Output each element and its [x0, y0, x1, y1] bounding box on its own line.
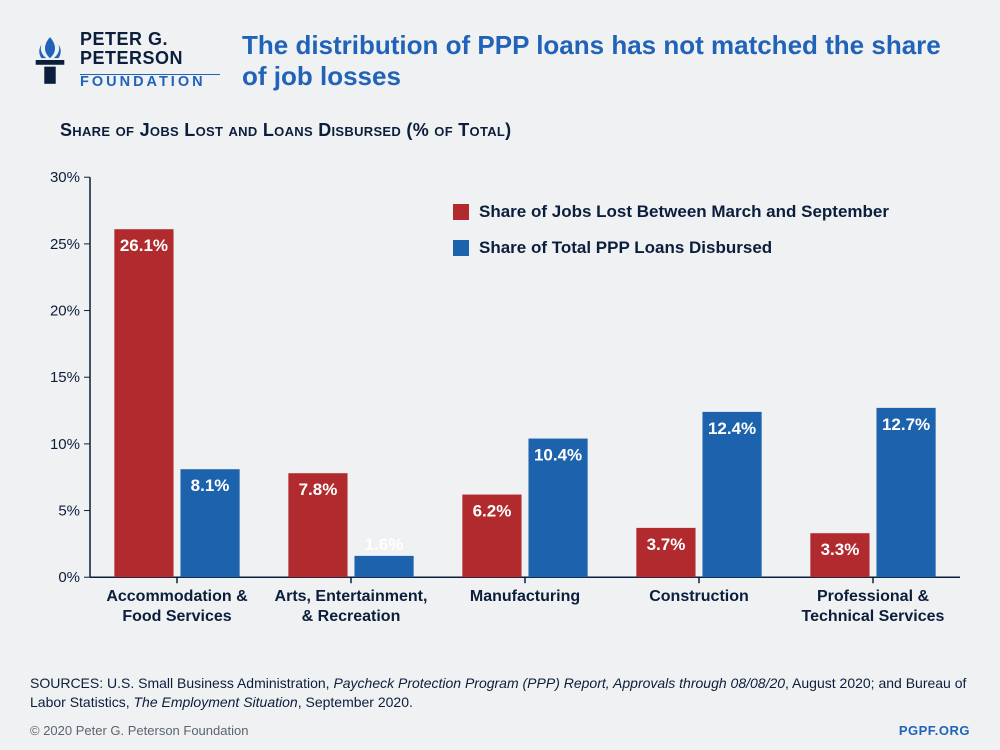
header: PETER G. PETERSON FOUNDATION The distrib…	[30, 30, 970, 92]
x-axis-label: Accommodation &	[106, 589, 248, 606]
chart-title: The distribution of PPP loans has not ma…	[242, 30, 970, 92]
svg-text:20%: 20%	[50, 303, 80, 320]
page: PETER G. PETERSON FOUNDATION The distrib…	[0, 0, 1000, 750]
legend: Share of Jobs Lost Between March and Sep…	[453, 202, 889, 274]
bar-value-label: 3.3%	[821, 541, 860, 560]
bar-value-label: 12.7%	[882, 415, 930, 434]
logo-line1: PETER G.	[80, 30, 220, 49]
logo-text: PETER G. PETERSON FOUNDATION	[80, 30, 220, 90]
logo-line2: PETERSON	[80, 49, 220, 68]
svg-text:0%: 0%	[58, 570, 80, 587]
bar	[354, 556, 413, 577]
svg-text:10%: 10%	[50, 436, 80, 453]
bar-value-label: 1.6%	[365, 535, 404, 554]
logo-line3: FOUNDATION	[80, 75, 220, 90]
torch-icon	[30, 34, 70, 86]
chart: 0% 5% 10% 15% 20% 25% 30% 26.1% 8.1% Accommodatio…	[30, 151, 970, 653]
legend-swatch	[453, 240, 469, 256]
svg-text:30%: 30%	[50, 170, 80, 187]
legend-label: Share of Jobs Lost Between March and Sep…	[479, 202, 889, 222]
bar	[114, 230, 173, 578]
bar-value-label: 6.2%	[473, 502, 512, 521]
copyright: © 2020 Peter G. Peterson Foundation	[30, 723, 248, 738]
x-axis-label: Construction	[649, 589, 749, 606]
footer: © 2020 Peter G. Peterson Foundation PGPF…	[30, 723, 970, 738]
bar-value-label: 3.7%	[647, 535, 686, 554]
x-axis-label: Arts, Entertainment,	[275, 589, 428, 606]
svg-text:25%: 25%	[50, 236, 80, 253]
legend-label: Share of Total PPP Loans Disbursed	[479, 238, 772, 258]
legend-item: Share of Total PPP Loans Disbursed	[453, 238, 889, 258]
bar-value-label: 8.1%	[191, 477, 230, 496]
bar-value-label: 12.4%	[708, 419, 756, 438]
bar-value-label: 26.1%	[120, 237, 168, 256]
site-url: PGPF.ORG	[899, 723, 970, 738]
x-axis-label: Food Services	[122, 609, 231, 626]
bar-value-label: 7.8%	[299, 481, 338, 500]
svg-text:15%: 15%	[50, 370, 80, 387]
bar-value-label: 10.4%	[534, 446, 582, 465]
x-axis-label: Technical Services	[802, 609, 945, 626]
legend-swatch	[453, 204, 469, 220]
chart-subtitle: Share of Jobs Lost and Loans Disbursed (…	[60, 120, 970, 141]
logo: PETER G. PETERSON FOUNDATION	[30, 30, 220, 90]
svg-text:5%: 5%	[58, 503, 80, 520]
legend-item: Share of Jobs Lost Between March and Sep…	[453, 202, 889, 222]
x-axis-label: Manufacturing	[470, 589, 580, 606]
x-axis-label: Professional &	[817, 589, 929, 606]
sources-text: SOURCES: U.S. Small Business Administrat…	[30, 664, 970, 713]
x-axis-label: & Recreation	[302, 609, 401, 626]
